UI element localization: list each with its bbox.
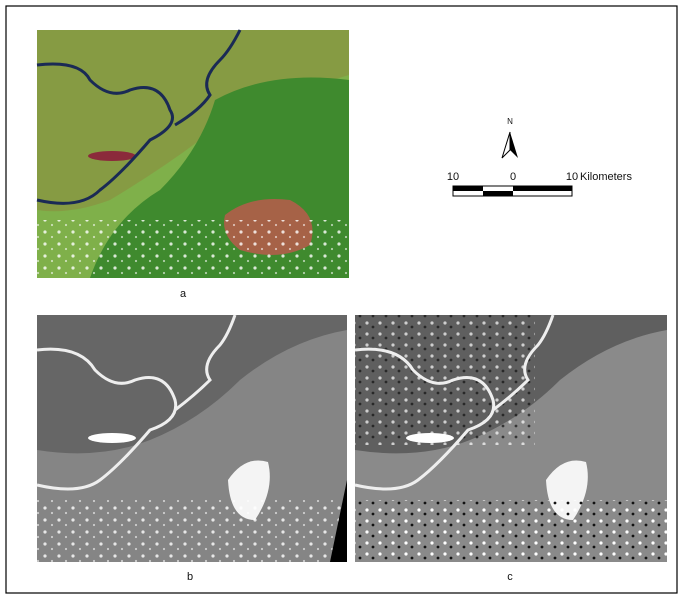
scale-tick-label: 0 [510, 171, 516, 183]
scale-bar [453, 186, 572, 196]
panel-label: a [180, 288, 187, 300]
north-arrow [502, 132, 518, 158]
scale-unit: Kilometers [580, 171, 632, 183]
panel-c-image [355, 315, 667, 562]
scale-tick-label: 10 [566, 171, 578, 183]
panel-label: b [187, 571, 193, 583]
panel-b-image [37, 315, 347, 562]
scale-tick-label: 10 [447, 171, 459, 183]
figure: a N 10 0 10 Kilometers b c [0, 0, 683, 599]
panel-label: c [507, 571, 513, 583]
panel-a-image [37, 30, 349, 278]
page: a N 10 0 10 Kilometers b c (() => [0, 0, 683, 599]
north-label: N [507, 117, 513, 126]
